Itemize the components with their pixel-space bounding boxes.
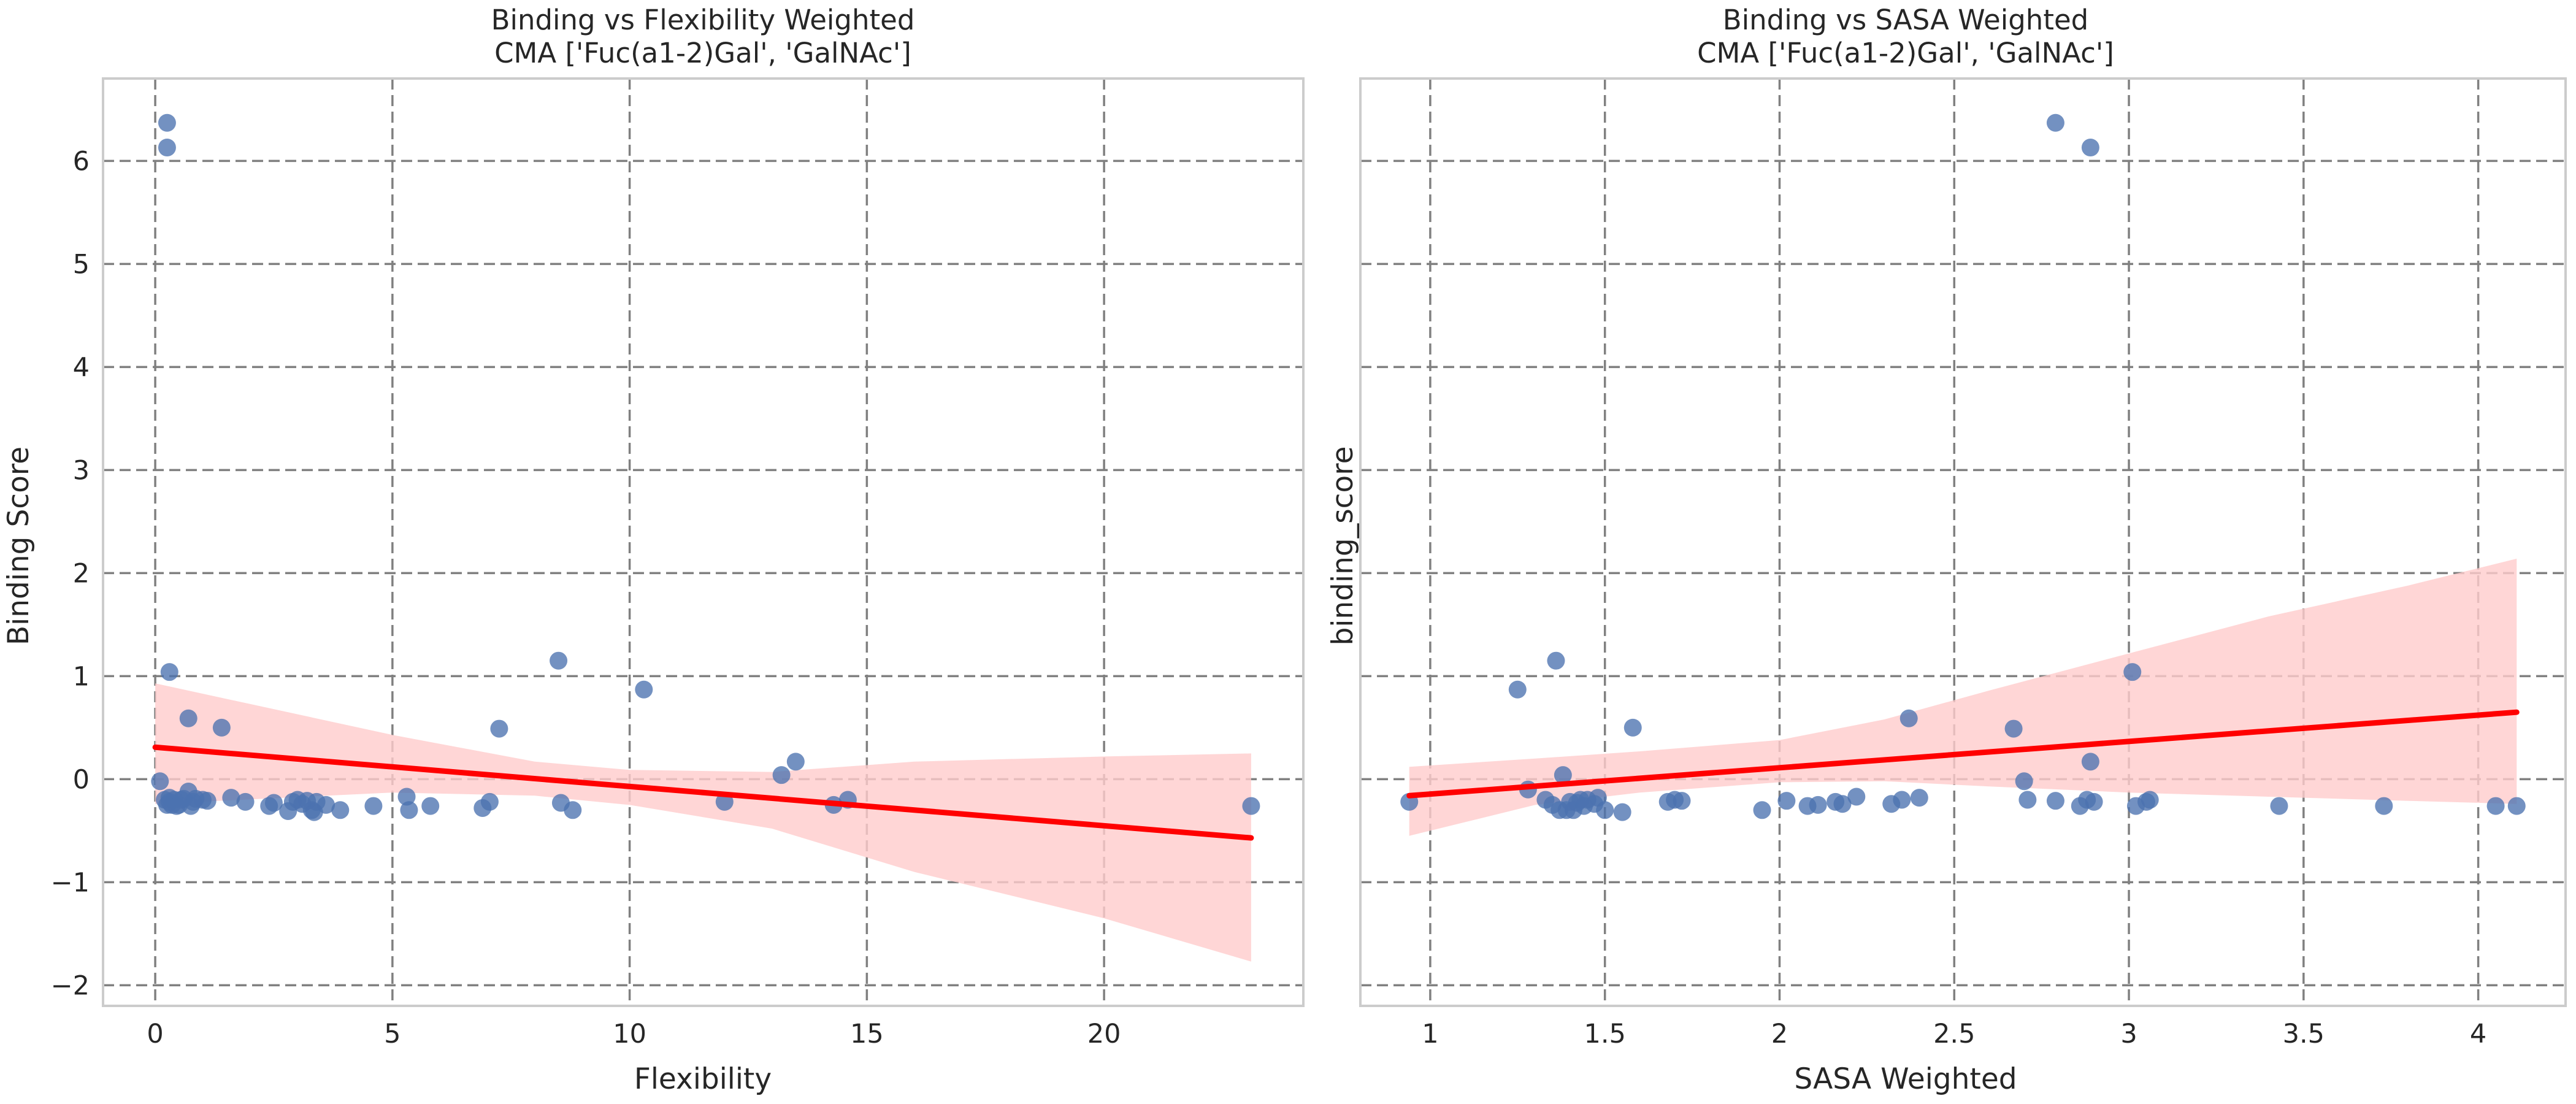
left-data-point: [212, 718, 231, 737]
left-y-tick-label: 1: [73, 661, 90, 692]
left-chart-title: Binding vs Flexibility Weighted: [491, 4, 915, 36]
right-data-points: [1400, 113, 2526, 821]
right-data-point: [1508, 680, 1527, 699]
right-data-point: [2046, 792, 2064, 810]
right-data-point: [2015, 772, 2033, 791]
right-data-point: [2486, 797, 2505, 815]
left-data-point: [198, 792, 217, 810]
right-x-axis-label: SASA Weighted: [1794, 1062, 2017, 1096]
left-data-point: [317, 795, 335, 814]
left-data-point: [772, 766, 791, 784]
right-x-tick-label: 3.5: [2283, 1019, 2325, 1049]
left-confidence-band: [155, 683, 1251, 962]
right-data-point: [1910, 789, 1928, 807]
right-data-point: [1847, 788, 1866, 806]
right-confidence-band: [1409, 558, 2517, 836]
left-data-point: [786, 753, 805, 771]
right-plot-frame: [1359, 77, 2567, 1007]
right-data-point: [1596, 801, 1614, 819]
left-data-point: [564, 801, 582, 819]
left-data-point: [490, 719, 508, 738]
left-y-tick-label: 6: [73, 146, 90, 177]
left-data-point: [158, 139, 176, 157]
left-y-axis-label: Binding Score: [2, 447, 36, 645]
left-y-tick-label: 5: [73, 249, 90, 280]
left-data-point: [160, 663, 178, 681]
left-data-point: [421, 797, 440, 815]
right-data-point: [1893, 791, 1911, 809]
right-x-tick-label: 2: [1771, 1019, 1788, 1049]
left-x-tick-label: 20: [1087, 1019, 1121, 1049]
left-data-point: [179, 709, 197, 727]
right-data-point: [1809, 795, 1827, 814]
left-x-tick-label: 10: [613, 1019, 646, 1049]
right-data-point: [2141, 791, 2159, 809]
right-data-point: [2123, 663, 2142, 681]
right-y-axis-label: binding_score: [1326, 447, 1360, 646]
left-x-tick-label: 0: [147, 1019, 163, 1049]
left-data-point: [480, 792, 499, 811]
left-data-point: [264, 794, 283, 812]
left-data-point: [364, 797, 383, 815]
right-data-point: [2018, 791, 2037, 809]
right-chart-title: Binding vs SASA Weighted: [1723, 4, 2088, 36]
right-data-point: [1623, 718, 1642, 737]
right-data-point: [2046, 113, 2064, 132]
right-x-tick-label: 4: [2470, 1019, 2486, 1049]
left-x-tick-label: 15: [850, 1019, 884, 1049]
right-data-point: [1613, 803, 1631, 821]
left-data-point: [1242, 797, 1260, 815]
right-regression-line: [1406, 709, 2520, 799]
left-y-tick-label: 4: [73, 352, 90, 383]
right-data-point: [2081, 139, 2099, 157]
left-regression-line: [152, 744, 1254, 841]
right-x-tick-label: 1: [1422, 1019, 1438, 1049]
left-data-point: [331, 801, 350, 819]
right-data-point: [2375, 797, 2393, 815]
right-scatter-panel: Binding vs SASA Weighted CMA ['Fuc(a1-2)…: [1326, 4, 2567, 1096]
right-data-point: [2085, 792, 2103, 811]
right-x-tick-label: 3: [2120, 1019, 2137, 1049]
right-data-point: [2270, 797, 2288, 815]
left-y-tick-label: 2: [73, 558, 90, 589]
left-data-point: [222, 789, 240, 807]
right-data-point: [2004, 719, 2023, 738]
left-chart-subtitle: CMA ['Fuc(a1-2)Gal', 'GalNAc']: [494, 37, 911, 69]
left-data-point: [397, 788, 416, 806]
left-data-point: [151, 772, 169, 791]
left-x-tick-label: 5: [384, 1019, 401, 1049]
right-data-point: [1753, 801, 1771, 819]
right-data-point: [2507, 797, 2526, 815]
right-data-point: [1777, 792, 1796, 810]
left-y-tick-label: 3: [73, 455, 90, 486]
right-x-tick-label: 2.5: [1933, 1019, 1975, 1049]
right-chart-subtitle: CMA ['Fuc(a1-2)Gal', 'GalNAc']: [1697, 37, 2114, 69]
left-data-point: [635, 680, 653, 699]
left-plot-frame: [102, 77, 1305, 1007]
right-data-point: [1833, 795, 1852, 813]
left-data-point: [550, 651, 568, 670]
left-data-point: [236, 792, 255, 811]
right-data-point: [1547, 651, 1565, 670]
left-scatter-panel: Binding vs Flexibility Weighted CMA ['Fu…: [2, 4, 1305, 1096]
left-y-tick-label: −2: [51, 970, 90, 1001]
right-data-point: [1554, 766, 1572, 784]
right-data-point: [1899, 709, 1918, 727]
right-grid: [1360, 79, 2566, 1006]
left-y-tick-label: −1: [51, 867, 90, 898]
right-data-point: [1673, 792, 1691, 810]
left-data-point: [400, 801, 418, 819]
left-data-point: [158, 113, 176, 132]
right-x-tick-label: 1.5: [1584, 1019, 1626, 1049]
left-y-tick-label: 0: [73, 764, 90, 795]
right-data-point: [2081, 753, 2099, 771]
left-data-points: [151, 113, 1260, 821]
left-x-axis-label: Flexibility: [634, 1062, 772, 1096]
